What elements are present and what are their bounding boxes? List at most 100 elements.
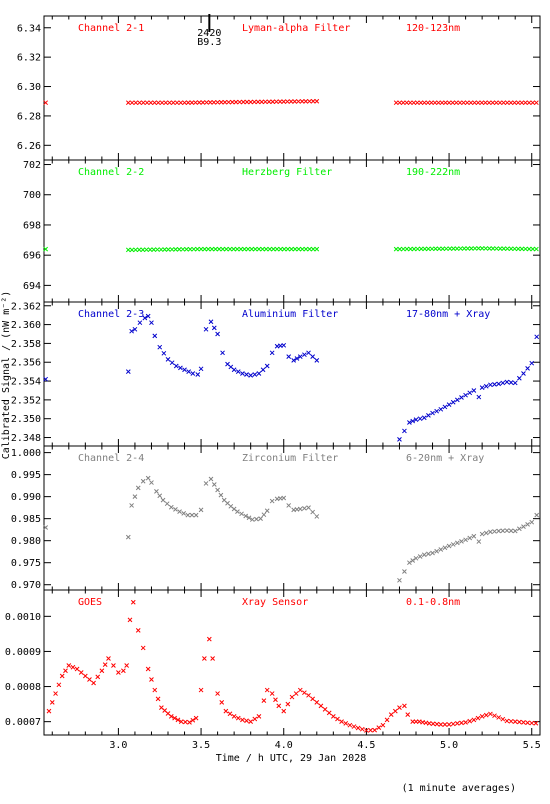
data-point — [173, 247, 178, 252]
data-point — [244, 718, 249, 724]
data-point — [433, 246, 438, 252]
series-segment-1 — [46, 599, 539, 733]
data-point — [411, 246, 417, 252]
data-point — [213, 246, 218, 252]
data-point — [463, 537, 468, 543]
data-point — [264, 508, 270, 514]
data-point — [87, 677, 92, 682]
data-point — [314, 98, 320, 104]
data-point — [170, 100, 176, 106]
data-point — [136, 247, 142, 253]
y-tick-label: 6.30 — [17, 82, 41, 93]
series-segment-1 — [43, 525, 49, 530]
panel-annotation: Channel 2-3 — [78, 309, 144, 320]
data-point — [504, 718, 510, 724]
data-point — [479, 246, 485, 251]
data-point — [129, 503, 134, 508]
data-point — [242, 246, 247, 252]
y-tick-label: 2.350 — [11, 414, 41, 425]
panel-annotation: Aluminium Filter — [242, 309, 338, 320]
data-point — [234, 246, 240, 252]
data-point — [413, 555, 419, 561]
data-point — [235, 369, 241, 375]
data-point — [453, 100, 459, 106]
data-point — [492, 713, 497, 719]
data-point — [411, 100, 417, 106]
data-point — [447, 246, 453, 252]
data-point — [202, 656, 207, 661]
data-point — [442, 722, 448, 727]
data-point — [263, 246, 269, 252]
data-point — [240, 371, 245, 376]
data-point — [180, 246, 186, 252]
data-point — [130, 599, 136, 605]
data-point — [508, 380, 514, 385]
data-point — [281, 342, 287, 348]
y-tick-label: 694 — [23, 281, 41, 292]
data-point — [175, 717, 181, 723]
data-point — [297, 506, 303, 512]
data-point — [479, 531, 485, 537]
data-point — [152, 100, 157, 106]
data-point — [512, 100, 517, 106]
data-point — [408, 246, 413, 252]
data-point — [483, 712, 489, 718]
data-point — [129, 328, 134, 334]
data-point — [198, 366, 204, 372]
data-point — [464, 100, 470, 106]
data-point — [483, 246, 489, 251]
data-point — [240, 99, 246, 105]
data-point — [454, 540, 460, 546]
panel-frame — [43, 301, 541, 447]
data-point — [402, 703, 407, 709]
data-point — [434, 548, 440, 554]
data-point — [497, 100, 503, 106]
data-point — [504, 528, 510, 533]
data-point — [224, 246, 229, 252]
data-point — [291, 357, 297, 363]
data-point — [407, 100, 413, 106]
data-point — [326, 710, 332, 716]
data-point — [450, 399, 456, 405]
data-point — [476, 539, 482, 544]
data-point — [422, 246, 428, 252]
data-point — [436, 100, 441, 106]
data-point — [468, 100, 474, 106]
data-point — [322, 707, 328, 712]
data-point — [190, 717, 196, 723]
panel-1: 6.26 6.28 6.30 6.32 6.34 Channel 2-1 Lyman-alp… — [17, 14, 541, 161]
data-point — [516, 719, 522, 725]
data-point — [299, 246, 305, 252]
data-point — [135, 628, 141, 633]
data-point — [407, 420, 412, 425]
data-point — [421, 552, 427, 558]
data-point — [407, 560, 412, 566]
data-point — [496, 715, 502, 720]
data-point — [169, 247, 175, 252]
y-tick-label: 2.362 — [11, 301, 41, 312]
data-point — [53, 691, 58, 696]
data-point — [314, 699, 320, 705]
data-point — [488, 711, 493, 717]
data-point — [454, 246, 460, 251]
data-point — [231, 714, 237, 719]
data-point — [277, 99, 283, 104]
x-tick-label: 5.5 — [523, 740, 541, 751]
data-point — [488, 382, 493, 388]
data-point — [479, 714, 485, 719]
data-point — [429, 246, 435, 252]
data-point — [227, 246, 233, 252]
data-point — [400, 246, 406, 252]
data-point — [450, 721, 456, 727]
data-point — [490, 246, 496, 251]
data-point — [292, 246, 298, 252]
data-point — [211, 482, 217, 487]
data-point — [193, 512, 199, 518]
data-point — [400, 100, 406, 106]
data-point — [521, 371, 526, 376]
panel-annotation: 6-20nm + Xray — [406, 453, 484, 464]
data-point — [496, 381, 502, 387]
y-tick-label: 702 — [23, 160, 41, 171]
data-point — [438, 406, 444, 412]
